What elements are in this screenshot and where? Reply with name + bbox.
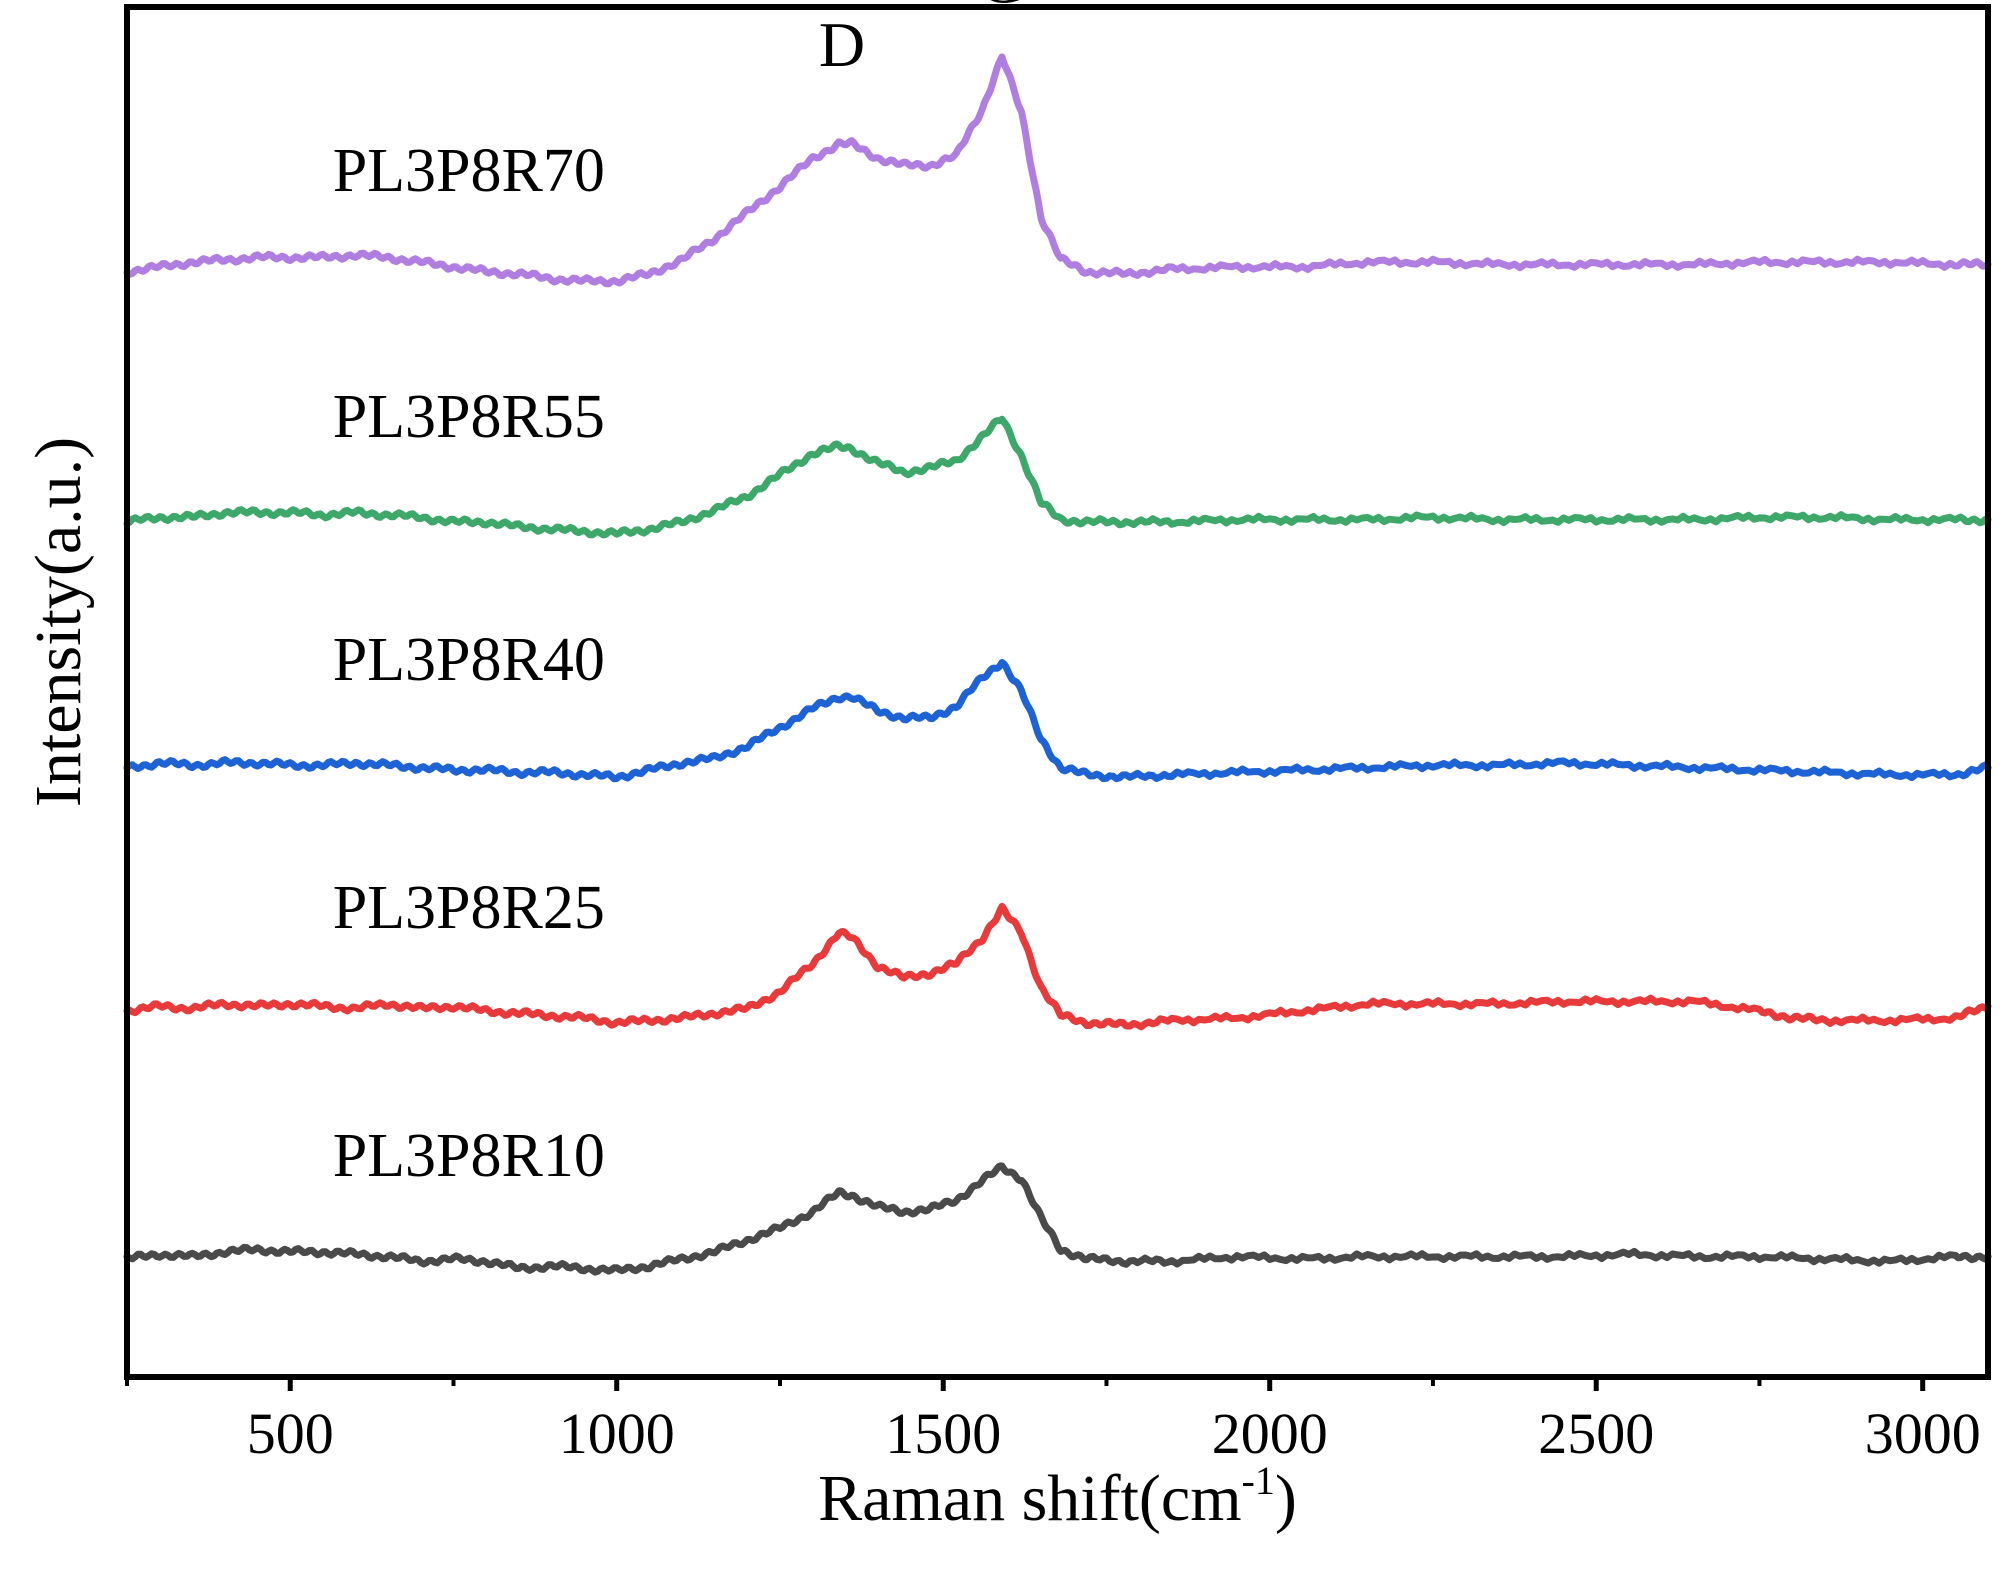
series-layer: [123, 53, 1992, 1276]
x-tick-label-500: 500: [247, 1401, 334, 1466]
x-axis-ticks: [125, 1377, 1926, 1391]
series-label-layer: PL3P8R10 PL3P8R25 PL3P8R40 PL3P8R55 PL3P8R70: [333, 137, 605, 1190]
x-tick-label-1000: 1000: [559, 1401, 675, 1466]
series-label-pl3p8r40: PL3P8R40: [333, 626, 605, 694]
x-axis-title-superscript: -1: [1242, 1458, 1275, 1503]
peak-label-d: D: [819, 9, 865, 80]
x-axis-title-main: Raman shift(cm: [818, 1462, 1241, 1535]
y-axis-title: Intensity(a.u.): [22, 437, 95, 807]
series-label-pl3p8r10: PL3P8R10: [333, 1122, 605, 1190]
x-axis-tick-labels: 500 1000 1500 2000 2500 3000: [247, 1401, 1981, 1466]
x-tick-label-2000: 2000: [1212, 1401, 1328, 1466]
x-tick-label-3000: 3000: [1865, 1401, 1981, 1466]
series-label-pl3p8r55: PL3P8R55: [333, 383, 605, 451]
series-line-pl3p8r70: [123, 53, 1992, 288]
series-line-pl3p8r25: [123, 902, 1992, 1031]
x-axis-title-close: ): [1275, 1462, 1297, 1535]
series-line-pl3p8r55: [123, 415, 1992, 539]
plot-frame: [124, 4, 1991, 1380]
series-line-pl3p8r10: [123, 1162, 1992, 1276]
series-line-pl3p8r40: [123, 659, 1992, 783]
x-tick-label-2500: 2500: [1538, 1401, 1654, 1466]
series-label-pl3p8r70: PL3P8R70: [333, 137, 605, 205]
x-axis-title: Raman shift(cm-1): [818, 1458, 1297, 1535]
series-label-pl3p8r25: PL3P8R25: [333, 874, 605, 942]
x-tick-label-1500: 1500: [885, 1401, 1001, 1466]
